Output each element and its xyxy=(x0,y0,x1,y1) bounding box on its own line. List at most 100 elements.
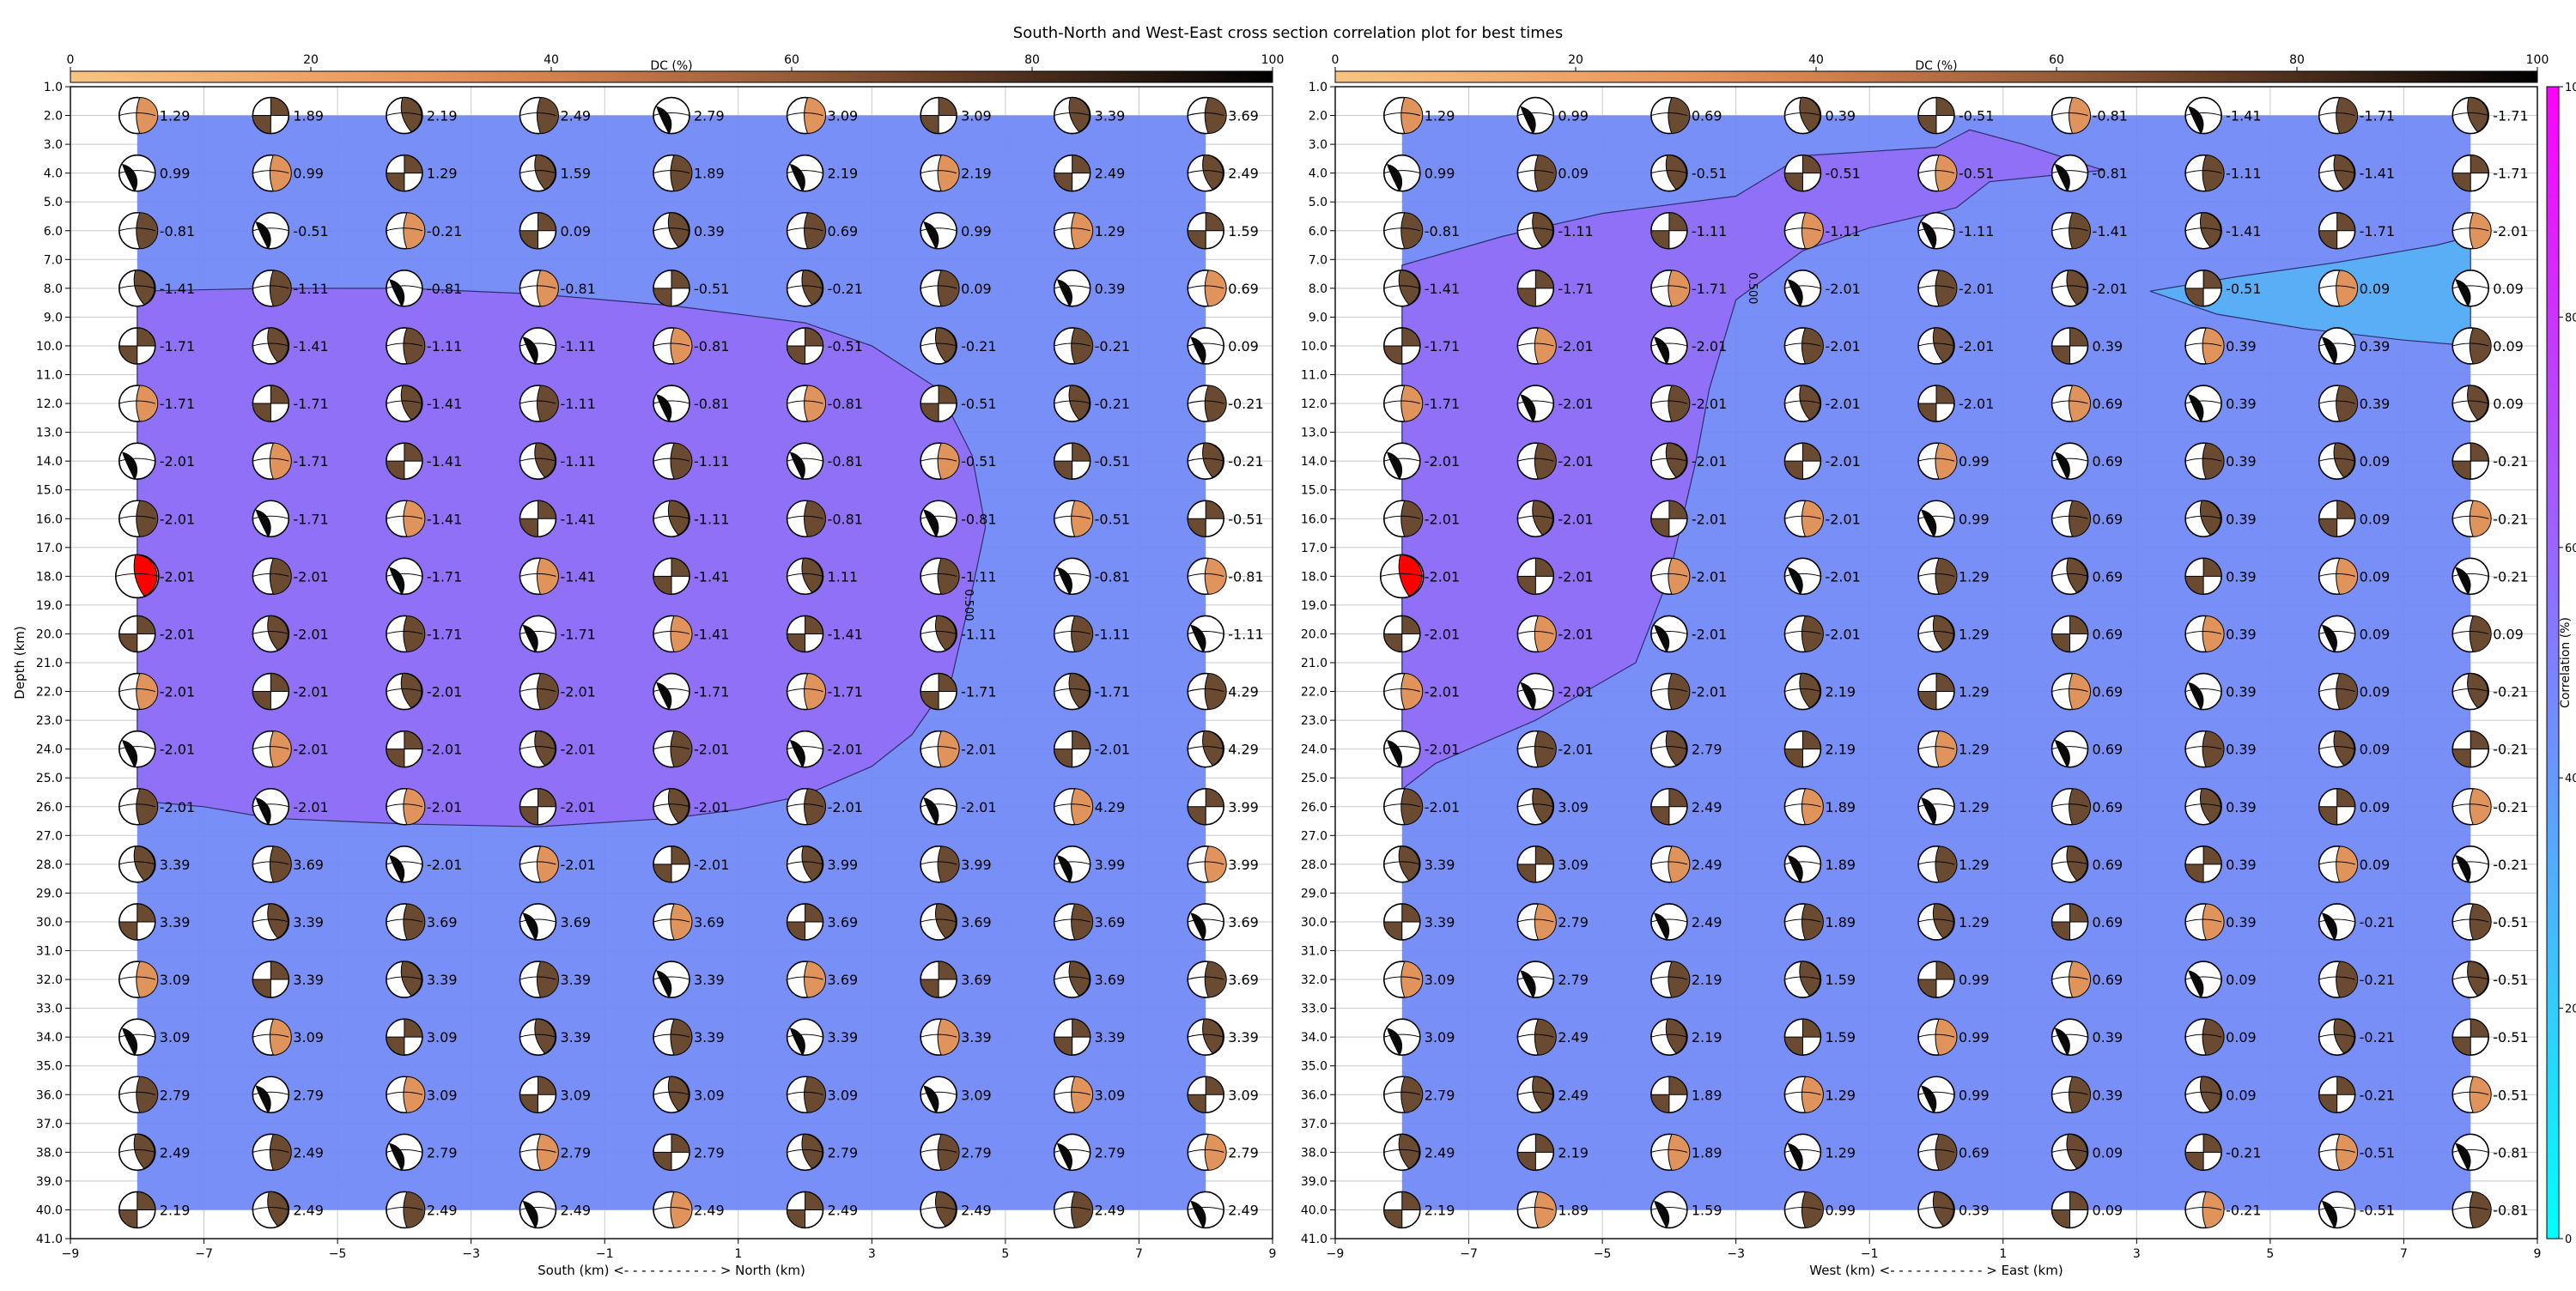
mechanism-beachball xyxy=(653,615,693,653)
mechanism-beachball xyxy=(386,1133,423,1172)
time-label: 0.99 xyxy=(1959,453,1990,470)
time-label: 3.39 xyxy=(1425,914,1455,930)
mechanism-beachball xyxy=(2451,96,2490,135)
x-tick-label: −3 xyxy=(462,1247,480,1261)
mechanism-beachball xyxy=(252,846,292,883)
time-label: 2.79 xyxy=(1558,914,1589,930)
y-tick-label: 26.0 xyxy=(1301,801,1327,815)
mechanism-beachball xyxy=(1187,846,1227,883)
panel-west-east: 0.500 1.29 0.99 0.69 0.39 -0.51 -0.81 -1.41 -1.7… xyxy=(1301,53,2549,1278)
mechanism-beachball xyxy=(1053,1191,1094,1229)
time-label: 3.09 xyxy=(694,1087,725,1103)
mechanism-beachball xyxy=(1187,1191,1225,1229)
y-tick-label: 33.0 xyxy=(1301,1003,1327,1016)
y-tick-label: 25.0 xyxy=(1301,772,1327,785)
time-label: 3.39 xyxy=(961,1029,992,1046)
time-label: 3.09 xyxy=(961,108,992,124)
time-label: -2.01 xyxy=(1825,511,1860,527)
y-tick-label: 30.0 xyxy=(36,916,63,930)
time-label: 1.59 xyxy=(1825,1029,1856,1046)
time-label: -2.01 xyxy=(1558,396,1593,412)
mechanism-beachball xyxy=(1650,1076,1688,1114)
mechanism-beachball xyxy=(2050,730,2089,768)
mechanism-beachball xyxy=(1379,554,1425,599)
mechanism-beachball xyxy=(1650,96,1691,135)
time-label: -1.11 xyxy=(293,281,328,297)
y-tick-label: 20.0 xyxy=(1301,627,1327,641)
mechanism-beachball xyxy=(1917,672,1955,711)
x-tick-label: 5 xyxy=(2266,1247,2274,1261)
mechanism-beachball xyxy=(2050,442,2089,481)
time-label: 2.79 xyxy=(1558,972,1589,988)
mechanism-beachball xyxy=(1382,327,1421,365)
mechanism-beachball xyxy=(1382,154,1421,192)
mechanism-beachball xyxy=(653,385,690,423)
mechanism-beachball xyxy=(114,554,160,599)
mechanism-beachball xyxy=(1917,385,1955,422)
corr-tick-label: 40 xyxy=(2565,773,2576,785)
time-label: -0.51 xyxy=(1825,166,1860,182)
time-label: 0.39 xyxy=(694,223,725,239)
time-label: 1.89 xyxy=(1825,799,1856,815)
mechanism-beachball xyxy=(118,1018,156,1057)
mechanism-beachball xyxy=(1053,787,1094,826)
mechanism-beachball xyxy=(786,1018,824,1057)
mechanism-beachball xyxy=(2318,787,2356,826)
mechanism-beachball xyxy=(2184,1133,2222,1172)
time-label: -1.11 xyxy=(961,626,996,642)
mechanism-beachball xyxy=(1783,1133,1822,1172)
mechanism-beachball xyxy=(386,1018,423,1056)
mechanism-beachball xyxy=(118,903,156,941)
mechanism-beachball xyxy=(920,672,957,711)
mechanism-beachball xyxy=(519,385,559,422)
y-tick-label: 16.0 xyxy=(1301,512,1327,526)
mechanism-beachball xyxy=(2050,385,2092,422)
time-label: 2.49 xyxy=(1228,166,1259,182)
mechanism-beachball xyxy=(2050,615,2089,653)
time-label: -2.01 xyxy=(293,799,328,815)
time-label: 0.99 xyxy=(961,223,992,239)
mechanism-beachball xyxy=(386,442,423,480)
time-label: -1.11 xyxy=(694,511,729,527)
mechanism-beachball xyxy=(920,442,960,480)
x-tick-label: 1 xyxy=(734,1247,742,1261)
mechanism-beachball xyxy=(118,96,159,135)
mechanism-beachball xyxy=(2050,903,2089,941)
mechanism-beachball xyxy=(1650,270,1691,307)
time-label: -2.01 xyxy=(1425,626,1460,642)
y-tick-label: 31.0 xyxy=(1301,945,1327,959)
mechanism-beachball xyxy=(386,672,423,711)
time-label: -1.11 xyxy=(2226,166,2261,182)
mechanism-beachball xyxy=(252,903,290,941)
y-tick-label: 19.0 xyxy=(1301,599,1327,613)
y-tick-label: 17.0 xyxy=(36,542,63,555)
mechanism-beachball xyxy=(1382,1076,1424,1114)
mechanism-beachball xyxy=(1187,327,1225,365)
time-label: 3.09 xyxy=(1425,1029,1455,1046)
time-label: 3.09 xyxy=(427,1087,458,1103)
mechanism-beachball xyxy=(519,903,557,941)
mechanism-beachball xyxy=(1382,500,1424,538)
time-label: 2.49 xyxy=(1558,1087,1589,1103)
contour-label: 0.500 xyxy=(962,589,975,621)
mechanism-beachball xyxy=(2050,1076,2092,1114)
time-label: -2.01 xyxy=(828,742,863,758)
time-label: -0.51 xyxy=(1959,108,1994,124)
x-tick-label: 7 xyxy=(2400,1247,2408,1261)
time-label: -0.51 xyxy=(1095,453,1130,470)
y-tick-label: 28.0 xyxy=(1301,858,1327,872)
mechanism-beachball xyxy=(1053,327,1094,365)
mechanism-beachball xyxy=(1516,442,1557,480)
y-tick-label: 38.0 xyxy=(36,1146,63,1160)
mechanism-beachball xyxy=(2451,442,2490,480)
x-tick-label: −7 xyxy=(195,1247,213,1261)
mechanism-beachball xyxy=(2050,961,2092,998)
mechanism-beachball xyxy=(2451,615,2492,653)
time-label: 3.39 xyxy=(1228,1029,1259,1046)
mechanism-beachball xyxy=(786,1076,827,1114)
mechanism-beachball xyxy=(920,903,957,941)
mechanism-beachball xyxy=(2451,500,2492,538)
mechanism-beachball xyxy=(920,96,957,135)
mechanism-beachball xyxy=(1917,961,1955,998)
time-label: 0.99 xyxy=(1558,108,1589,124)
